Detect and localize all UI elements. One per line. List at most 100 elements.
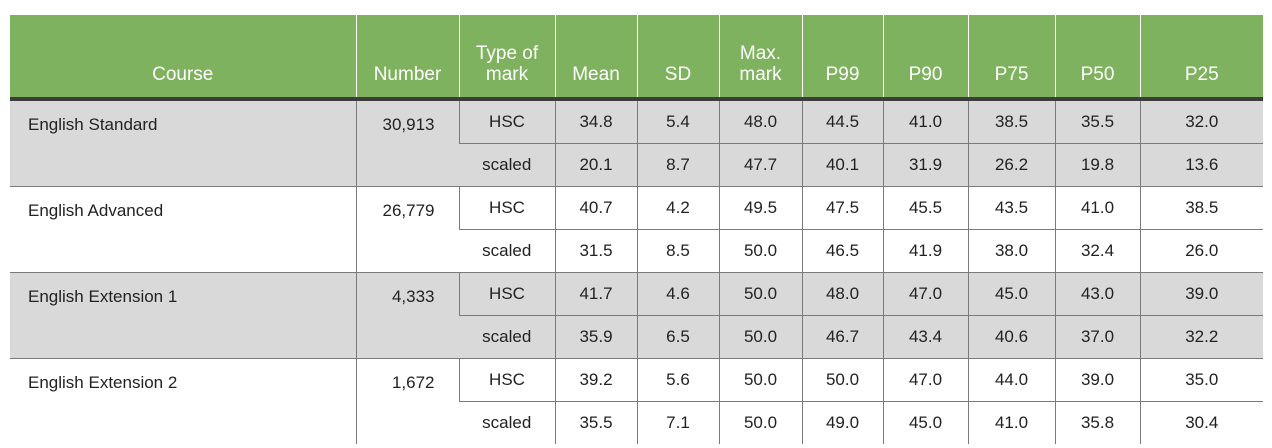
course-name: English Standard bbox=[10, 98, 356, 187]
sd-cell: 5.4 bbox=[636, 98, 719, 144]
mark-type: scaled bbox=[459, 315, 555, 359]
p50-cell: 19.8 bbox=[1054, 143, 1140, 187]
col-header-max-line2: mark bbox=[739, 64, 782, 85]
p75-cell: 44.0 bbox=[967, 358, 1055, 402]
max-cell: 50.0 bbox=[718, 358, 802, 402]
col-header-type-line1: Type of bbox=[475, 43, 539, 64]
p75-cell: 38.5 bbox=[967, 98, 1055, 144]
p90-cell: 41.0 bbox=[882, 98, 968, 144]
p25-cell: 13.6 bbox=[1139, 143, 1263, 187]
course-name: English Extension 2 bbox=[10, 358, 356, 444]
p75-cell: 38.0 bbox=[967, 229, 1055, 273]
p99-cell: 48.0 bbox=[801, 272, 883, 316]
p90-cell: 45.0 bbox=[882, 401, 968, 444]
p99-cell: 40.1 bbox=[801, 143, 883, 187]
candidate-number: 1,672 bbox=[355, 358, 459, 444]
mark-type: HSC bbox=[458, 186, 555, 230]
p25-cell: 35.0 bbox=[1139, 358, 1263, 402]
p25-cell: 32.2 bbox=[1139, 315, 1263, 359]
mark-type: scaled bbox=[459, 143, 555, 187]
p75-cell: 40.6 bbox=[967, 315, 1055, 359]
col-header-p99: P99 bbox=[801, 15, 883, 99]
col-header-type-line2: mark bbox=[485, 64, 529, 85]
mean-cell: 40.7 bbox=[554, 186, 637, 230]
col-header-course: Course bbox=[10, 15, 356, 99]
max-cell: 50.0 bbox=[718, 272, 802, 316]
p99-cell: 46.5 bbox=[801, 229, 883, 273]
p25-cell: 30.4 bbox=[1139, 401, 1263, 444]
mark-type: HSC bbox=[458, 98, 555, 144]
col-header-max-line1: Max. bbox=[739, 43, 782, 64]
col-header-p25: P25 bbox=[1139, 15, 1263, 99]
p75-cell: 45.0 bbox=[967, 272, 1055, 316]
p75-cell: 41.0 bbox=[967, 401, 1055, 444]
p50-cell: 35.8 bbox=[1054, 401, 1140, 444]
course-group: English Advanced 26,779 HSC 40.7 4.2 49.… bbox=[10, 186, 1263, 273]
course-group: English Extension 1 4,333 HSC 41.7 4.6 5… bbox=[10, 272, 1263, 359]
p99-cell: 49.0 bbox=[801, 401, 883, 444]
max-cell: 50.0 bbox=[718, 315, 802, 359]
p25-cell: 39.0 bbox=[1139, 272, 1263, 316]
results-table-container: Course Number Type of mark Mean SD Max. ma… bbox=[10, 15, 1263, 444]
p90-cell: 47.0 bbox=[882, 358, 968, 402]
sd-cell: 7.1 bbox=[636, 401, 719, 444]
table-row: English Extension 2 1,672 HSC 39.2 5.6 5… bbox=[10, 358, 1263, 444]
sd-cell: 5.6 bbox=[636, 358, 719, 402]
p99-cell: 46.7 bbox=[801, 315, 883, 359]
candidate-number: 30,913 bbox=[355, 98, 459, 187]
p50-cell: 39.0 bbox=[1054, 358, 1140, 402]
mean-cell: 35.9 bbox=[554, 315, 637, 359]
max-cell: 49.5 bbox=[718, 186, 802, 230]
mean-cell: 20.1 bbox=[554, 143, 637, 187]
sd-cell: 8.5 bbox=[636, 229, 719, 273]
table-row: scaled 35.9 6.5 50.0 46.7 43.4 40.6 37.0… bbox=[10, 315, 1263, 359]
course-name: English Extension 1 bbox=[10, 272, 356, 359]
mean-cell: 35.5 bbox=[554, 401, 637, 444]
table-row: English Advanced 26,779 HSC 40.7 4.2 49.… bbox=[10, 186, 1263, 273]
table-row: scaled 35.5 7.1 50.0 49.0 45.0 41.0 35.8… bbox=[10, 401, 1263, 444]
sd-cell: 4.2 bbox=[636, 186, 719, 230]
course-group: English Extension 2 1,672 HSC 39.2 5.6 5… bbox=[10, 358, 1263, 444]
course-name: English Advanced bbox=[10, 186, 356, 273]
sd-cell: 8.7 bbox=[636, 143, 719, 187]
max-cell: 47.7 bbox=[718, 143, 802, 187]
candidate-number: 26,779 bbox=[355, 186, 459, 273]
header-row: Course Number Type of mark Mean SD Max. ma… bbox=[10, 15, 1263, 99]
col-header-p90: P90 bbox=[882, 15, 968, 99]
mark-type: HSC bbox=[458, 272, 555, 316]
p99-cell: 47.5 bbox=[801, 186, 883, 230]
p90-cell: 47.0 bbox=[882, 272, 968, 316]
mark-type: HSC bbox=[458, 358, 555, 402]
p25-cell: 38.5 bbox=[1139, 186, 1263, 230]
max-cell: 48.0 bbox=[718, 98, 802, 144]
p50-cell: 43.0 bbox=[1054, 272, 1140, 316]
p25-cell: 32.0 bbox=[1139, 98, 1263, 144]
p90-cell: 43.4 bbox=[882, 315, 968, 359]
table-row: English Standard 30,913 HSC 34.8 5.4 48.… bbox=[10, 98, 1263, 187]
col-header-mean: Mean bbox=[554, 15, 637, 99]
p50-cell: 35.5 bbox=[1054, 98, 1140, 144]
col-header-p50: P50 bbox=[1054, 15, 1140, 99]
p90-cell: 45.5 bbox=[882, 186, 968, 230]
sd-cell: 6.5 bbox=[636, 315, 719, 359]
p50-cell: 41.0 bbox=[1054, 186, 1140, 230]
candidate-number: 4,333 bbox=[355, 272, 459, 359]
p99-cell: 44.5 bbox=[801, 98, 883, 144]
p75-cell: 43.5 bbox=[967, 186, 1055, 230]
p75-cell: 26.2 bbox=[967, 143, 1055, 187]
sd-cell: 4.6 bbox=[636, 272, 719, 316]
table-row: scaled 31.5 8.5 50.0 46.5 41.9 38.0 32.4… bbox=[10, 229, 1263, 273]
max-cell: 50.0 bbox=[718, 401, 802, 444]
col-header-number: Number bbox=[355, 15, 459, 99]
results-table: Course Number Type of mark Mean SD Max. ma… bbox=[10, 15, 1263, 444]
col-header-sd: SD bbox=[636, 15, 719, 99]
col-header-type: Type of mark bbox=[458, 15, 555, 99]
mean-cell: 31.5 bbox=[554, 229, 637, 273]
col-header-max: Max. mark bbox=[718, 15, 802, 99]
p50-cell: 37.0 bbox=[1054, 315, 1140, 359]
p90-cell: 31.9 bbox=[882, 143, 968, 187]
max-cell: 50.0 bbox=[718, 229, 802, 273]
p90-cell: 41.9 bbox=[882, 229, 968, 273]
mark-type: scaled bbox=[459, 401, 555, 444]
p25-cell: 26.0 bbox=[1139, 229, 1263, 273]
